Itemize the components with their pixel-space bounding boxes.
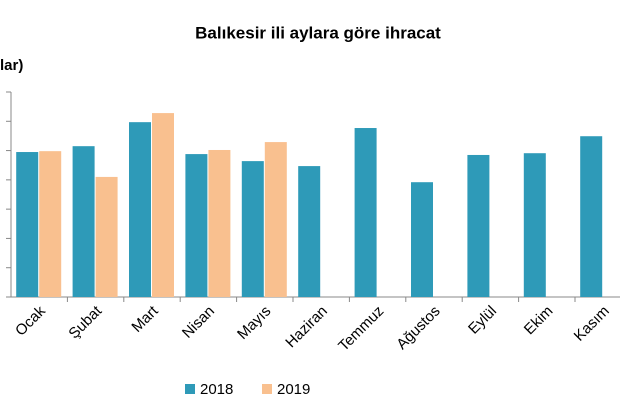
bar — [467, 154, 490, 297]
bar — [72, 146, 95, 297]
legend-swatch — [262, 384, 272, 394]
bar — [354, 128, 377, 297]
y-axis-label: lar) — [0, 57, 23, 74]
bar — [208, 149, 231, 297]
bar — [264, 142, 287, 297]
bar — [129, 122, 151, 298]
chart-title: Balıkesir ili aylara göre ihracat — [195, 23, 441, 42]
legend-label: 2019 — [277, 381, 310, 398]
bar — [523, 153, 546, 297]
bar — [152, 113, 174, 297]
legend-swatch — [185, 384, 195, 394]
bar — [39, 151, 62, 297]
bar — [298, 166, 321, 297]
legend-label: 2018 — [200, 381, 233, 398]
bar — [411, 182, 433, 297]
bar — [185, 154, 208, 297]
bar — [580, 136, 603, 297]
bar — [241, 161, 264, 297]
bar — [16, 152, 39, 297]
bar — [95, 176, 118, 297]
